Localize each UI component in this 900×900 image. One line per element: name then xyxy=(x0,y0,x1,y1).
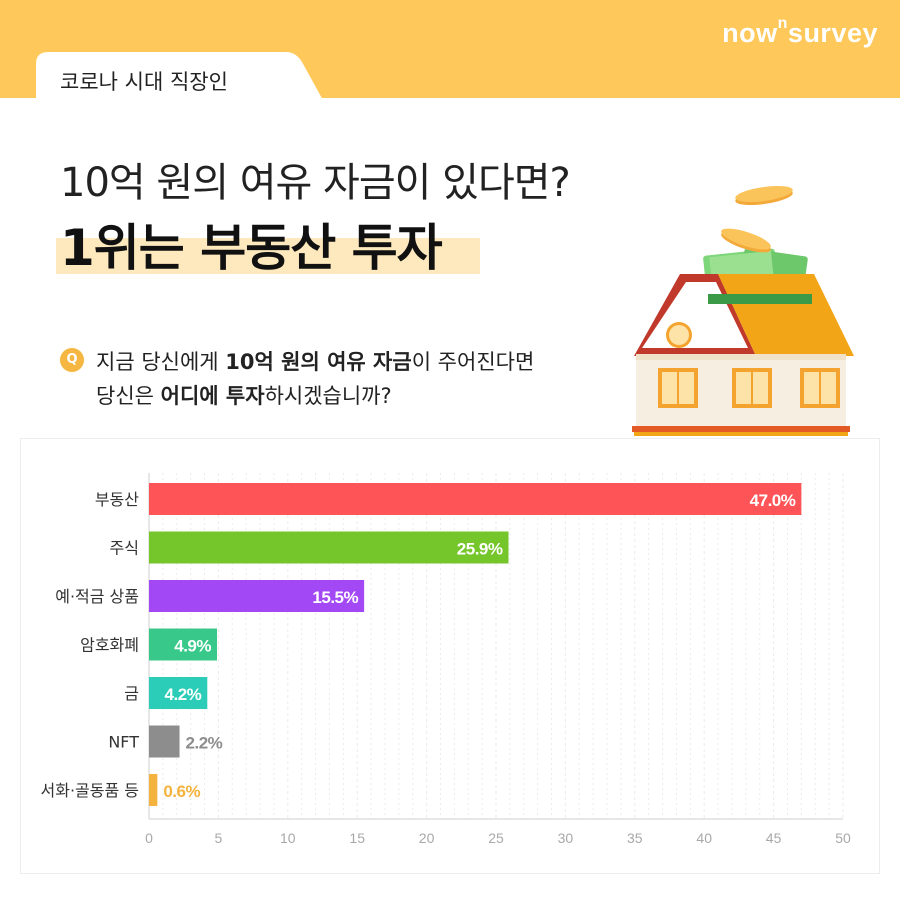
x-tick-label: 35 xyxy=(627,830,643,846)
bar xyxy=(149,628,218,661)
bar xyxy=(149,774,158,806)
question-line-2: 당신은 어디에 투자하시겠습니까? xyxy=(96,384,392,408)
question-badge: Q xyxy=(60,348,84,372)
value-label: 4.9% xyxy=(174,637,211,656)
x-tick-label: 5 xyxy=(215,830,223,846)
category-label: 서화·골동품 등 xyxy=(41,781,140,800)
category-label: 예·적금 상품 xyxy=(55,587,139,606)
category-label: 암호화폐 xyxy=(80,636,139,655)
brand-logo: nownsurvey xyxy=(722,15,878,48)
category-label: 금 xyxy=(124,684,139,703)
tab-label: 코로나 시대 직장인 xyxy=(60,70,228,94)
x-tick-label: 20 xyxy=(419,830,435,846)
bar xyxy=(149,580,365,612)
category-label: 주식 xyxy=(110,539,139,558)
coin-icon xyxy=(735,185,793,206)
category-label: 부동산 xyxy=(95,490,139,509)
x-tick-label: 30 xyxy=(558,830,574,846)
page-title: 10억 원의 여유 자금이 있다면? xyxy=(60,160,571,206)
bar-chart: 0 5 10 15 20 25 30 35 40 45 50 부동산 47.0% 주식 25.9% 예·적금 … xyxy=(41,473,851,846)
title-highlight xyxy=(56,238,480,274)
x-tick-label: 40 xyxy=(696,830,712,846)
bar xyxy=(149,531,509,564)
category-label: NFT xyxy=(108,733,139,752)
value-label: 15.5% xyxy=(312,588,358,607)
coin-icon xyxy=(721,228,771,253)
x-tick-label: 50 xyxy=(835,830,851,846)
x-tick-label: 0 xyxy=(145,830,153,846)
bar xyxy=(149,725,180,758)
bar xyxy=(149,677,208,709)
house-money-illustration xyxy=(632,185,854,436)
category-tab xyxy=(0,52,900,102)
chart-panel: 0 5 10 15 20 25 30 35 40 45 50 부동산 47.0% 주식 25.9% 예·적금 … xyxy=(20,438,880,874)
value-label: 2.2% xyxy=(186,734,223,753)
x-tick-label: 10 xyxy=(280,830,296,846)
value-label: 25.9% xyxy=(457,540,503,559)
value-label: 4.2% xyxy=(165,685,202,704)
value-label: 47.0% xyxy=(750,491,796,510)
bar xyxy=(149,483,802,515)
x-tick-label: 45 xyxy=(766,830,782,846)
page-subtitle: 1위는 부동산 투자 xyxy=(60,219,443,277)
x-tick-label: 15 xyxy=(349,830,365,846)
question-line-1: 지금 당신에게 10억 원의 여유 자금이 주어진다면 xyxy=(96,350,535,374)
x-tick-label: 25 xyxy=(488,830,504,846)
value-label: 0.6% xyxy=(163,782,200,801)
